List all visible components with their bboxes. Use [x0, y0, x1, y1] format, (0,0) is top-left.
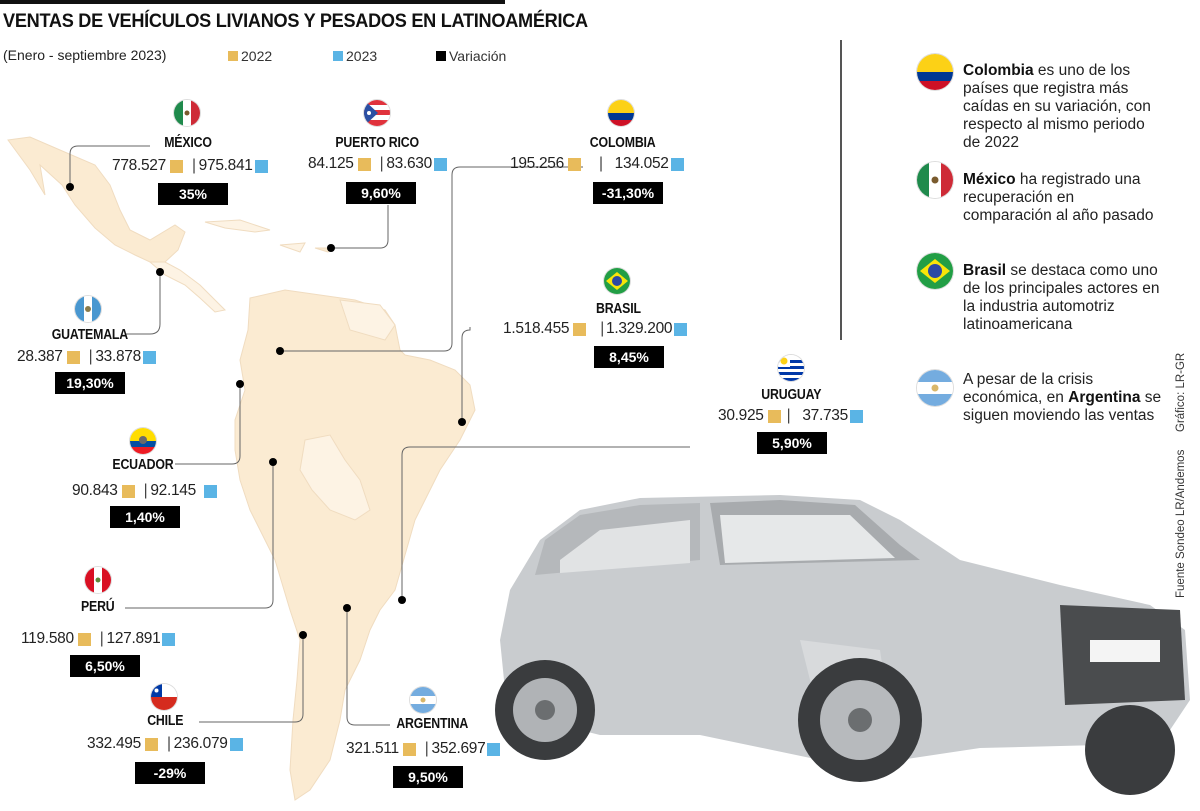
colombia-variation: -31,30%: [593, 182, 663, 204]
legend-2022: 2022: [228, 48, 272, 64]
note-argentina: A pesar de la crisis económica, en Argen…: [963, 371, 1162, 424]
colombia-note-flag-icon: [917, 54, 953, 90]
ecuador-name: ECUADOR: [111, 457, 174, 473]
legend-2023: 2023: [333, 48, 377, 64]
legend-swatch-2022: [228, 51, 238, 61]
legend-label: 2023: [346, 48, 378, 64]
argentina-variation: 9,50%: [393, 766, 463, 788]
credit-grafico: Gráfico: LR-GR: [1175, 352, 1187, 432]
vertical-divider: [840, 40, 842, 340]
guatemala-values: 28.387 | 33.878: [17, 348, 156, 366]
ecuador-flag-icon: [130, 428, 156, 454]
argentina-values: 321.511 | 352.697: [346, 740, 501, 758]
legend-swatch-variacion: [436, 51, 446, 61]
puerto-rico-variation: 9,60%: [346, 182, 416, 204]
puerto-rico-flag-icon: [364, 100, 390, 126]
chart-subtitle: (Enero - septiembre 2023): [3, 47, 167, 63]
brasil-name: BRASIL: [595, 301, 641, 317]
colombia-values: 195.256 | 134.052: [510, 155, 684, 173]
mexico-flag-icon: [174, 100, 200, 126]
uruguay-values: 30.925 | 37.735: [718, 407, 863, 425]
mexico-name: MÉXICO: [163, 135, 212, 151]
chart-title: VENTAS DE VEHÍCULOS LIVIANOS Y PESADOS E…: [3, 10, 588, 32]
legend-label: 2022: [241, 48, 273, 64]
ecuador-variation: 1,40%: [110, 506, 180, 528]
guatemala-variation: 19,30%: [55, 372, 125, 394]
legend-swatch-2023: [333, 51, 343, 61]
chile-variation: -29%: [135, 762, 205, 784]
mexico-values: 778.527 | 975.841: [112, 157, 268, 175]
puerto-rico-name: PUERTO RICO: [335, 135, 420, 151]
guatemala-name: GUATEMALA: [51, 327, 129, 343]
legend-variacion: Variación: [436, 48, 506, 64]
brasil-variation: 8,45%: [594, 346, 664, 368]
peru-values: 119.580 | 127.891: [21, 630, 176, 648]
argentina-flag-icon: [410, 687, 436, 713]
uruguay-variation: 5,90%: [757, 432, 827, 454]
ecuador-values: 90.843 | 92.145: [72, 482, 217, 500]
argentina-name: ARGENTINA: [396, 716, 469, 732]
suv-car-image: [495, 495, 1190, 795]
note-brasil: Brasil se destaca como uno de los princi…: [963, 262, 1160, 333]
chile-name: CHILE: [146, 713, 184, 729]
uruguay-name: URUGUAY: [761, 387, 822, 403]
colombia-name: COLOMBIA: [589, 135, 656, 151]
mexico-variation: 35%: [158, 183, 228, 205]
guatemala-flag-icon: [75, 296, 101, 322]
uruguay-flag-icon: [778, 355, 804, 381]
brasil-values: 1.518.455 | 1.329.200: [503, 320, 688, 338]
peru-variation: 6,50%: [70, 655, 140, 677]
brasil-note-flag-icon: [917, 253, 953, 289]
chile-flag-icon: [151, 684, 177, 710]
legend-label: Variación: [449, 48, 507, 64]
title-rule: [0, 0, 505, 4]
chile-values: 332.495 | 236.079: [87, 735, 243, 753]
brasil-flag-icon: [604, 268, 630, 294]
note-colombia: Colombia es uno de los países que regist…: [963, 62, 1151, 151]
puerto-rico-values: 84.125 | 83.630: [308, 155, 447, 173]
credit-fuente: Fuente Sondeo LR/Andemos: [1175, 449, 1187, 598]
colombia-flag-icon: [608, 100, 634, 126]
mexico-note-flag-icon: [917, 162, 953, 198]
note-mexico: México ha registrado una recuperación en…: [963, 171, 1154, 224]
argentina-note-flag-icon: [917, 370, 953, 406]
peru-name: PERÚ: [80, 599, 115, 615]
peru-flag-icon: [85, 567, 111, 593]
